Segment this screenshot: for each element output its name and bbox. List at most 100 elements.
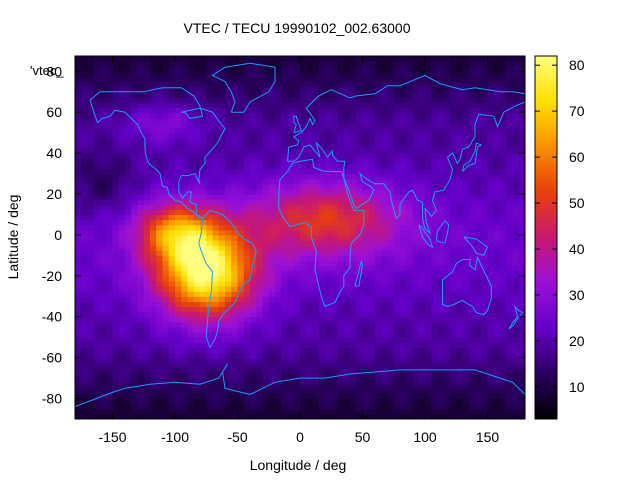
heatmap-cell (281, 153, 289, 159)
heatmap-cell (218, 112, 226, 118)
heatmap-cell (81, 240, 89, 246)
heatmap-cell (318, 291, 326, 297)
heatmap-cell (387, 291, 395, 297)
heatmap-cell (368, 158, 376, 164)
heatmap-cell (156, 127, 164, 134)
heatmap-cell (350, 234, 357, 241)
heatmap-cell (343, 229, 351, 236)
heatmap-cell (487, 403, 495, 410)
heatmap-cell (162, 107, 170, 113)
heatmap-cell (481, 332, 489, 338)
heatmap-cell (368, 291, 376, 297)
heatmap-cell (500, 117, 507, 124)
heatmap-cell (237, 306, 245, 313)
heatmap-cell (75, 178, 82, 185)
heatmap-cell (475, 326, 482, 333)
heatmap-cell (462, 173, 470, 180)
heatmap-cell (168, 403, 176, 410)
heatmap-cell (293, 393, 301, 400)
heatmap-cell (168, 260, 176, 267)
heatmap-cell (212, 91, 220, 98)
heatmap-cell (281, 71, 289, 78)
heatmap-cell (162, 224, 170, 231)
heatmap-cell (112, 367, 120, 374)
heatmap-cell (237, 102, 245, 108)
heatmap-cell (306, 316, 314, 323)
heatmap-cell (393, 81, 401, 88)
heatmap-cell (125, 388, 132, 395)
heatmap-cell (312, 71, 320, 78)
heatmap-cell (143, 337, 151, 343)
heatmap-cell (75, 255, 82, 262)
heatmap-cell (93, 107, 101, 113)
heatmap-cell (443, 388, 451, 395)
heatmap-cell (243, 286, 251, 292)
heatmap-cell (231, 178, 239, 185)
heatmap-cell (437, 352, 445, 359)
heatmap-cell (487, 332, 495, 338)
heatmap-cell (206, 321, 214, 328)
heatmap-cell (200, 163, 207, 170)
heatmap-cell (118, 122, 126, 129)
heatmap-cell (493, 245, 501, 251)
heatmap-cell (187, 132, 195, 139)
heatmap-cell (168, 311, 176, 318)
heatmap-cell (75, 183, 82, 190)
heatmap-cell (387, 296, 395, 303)
heatmap-cell (400, 378, 407, 384)
heatmap-cell (362, 204, 370, 210)
heatmap-cell (231, 229, 239, 236)
heatmap-cell (218, 347, 226, 354)
heatmap-cell (362, 342, 370, 349)
heatmap-cell (162, 229, 170, 236)
heatmap-cell (362, 372, 370, 379)
heatmap-cell (281, 132, 289, 139)
heatmap-cell (193, 306, 201, 313)
heatmap-cell (75, 357, 82, 364)
heatmap-cell (193, 388, 201, 395)
heatmap-cell (500, 378, 507, 384)
heatmap-cell (343, 76, 351, 83)
heatmap-cell (118, 127, 126, 134)
heatmap-cell (331, 96, 339, 103)
heatmap-cell (193, 61, 201, 67)
heatmap-cell (87, 352, 95, 359)
heatmap-cell (125, 326, 132, 333)
heatmap-cell (218, 413, 226, 419)
heatmap-cell (318, 408, 326, 415)
heatmap-cell (362, 311, 370, 318)
heatmap-cell (437, 56, 445, 62)
heatmap-cell (118, 250, 126, 256)
heatmap-cell (375, 81, 382, 88)
heatmap-cell (250, 306, 257, 313)
heatmap-cell (75, 71, 82, 78)
heatmap-cell (331, 337, 339, 343)
heatmap-cell (343, 173, 351, 180)
heatmap-cell (131, 219, 139, 226)
heatmap-cell (256, 229, 264, 236)
heatmap-cell (106, 352, 114, 359)
heatmap-cell (350, 127, 357, 134)
heatmap-cell (475, 393, 482, 400)
heatmap-cell (256, 311, 264, 318)
heatmap-cell (362, 214, 370, 221)
heatmap-cell (168, 168, 176, 175)
heatmap-cell (118, 194, 126, 200)
heatmap-cell (181, 357, 189, 364)
heatmap-cell (475, 102, 482, 108)
heatmap-cell (431, 280, 439, 287)
heatmap-cell (256, 163, 264, 170)
heatmap-cell (243, 86, 251, 93)
heatmap-cell (137, 326, 145, 333)
heatmap-cell (293, 96, 301, 103)
heatmap-cell (175, 112, 182, 118)
heatmap-cell (450, 96, 457, 103)
heatmap-cell (493, 301, 501, 308)
heatmap-cell (206, 291, 214, 297)
heatmap-cell (400, 137, 407, 144)
heatmap-cell (181, 91, 189, 98)
heatmap-cell (300, 142, 307, 149)
heatmap-cell (125, 245, 132, 251)
heatmap-cell (300, 255, 307, 262)
heatmap-cell (143, 209, 151, 216)
